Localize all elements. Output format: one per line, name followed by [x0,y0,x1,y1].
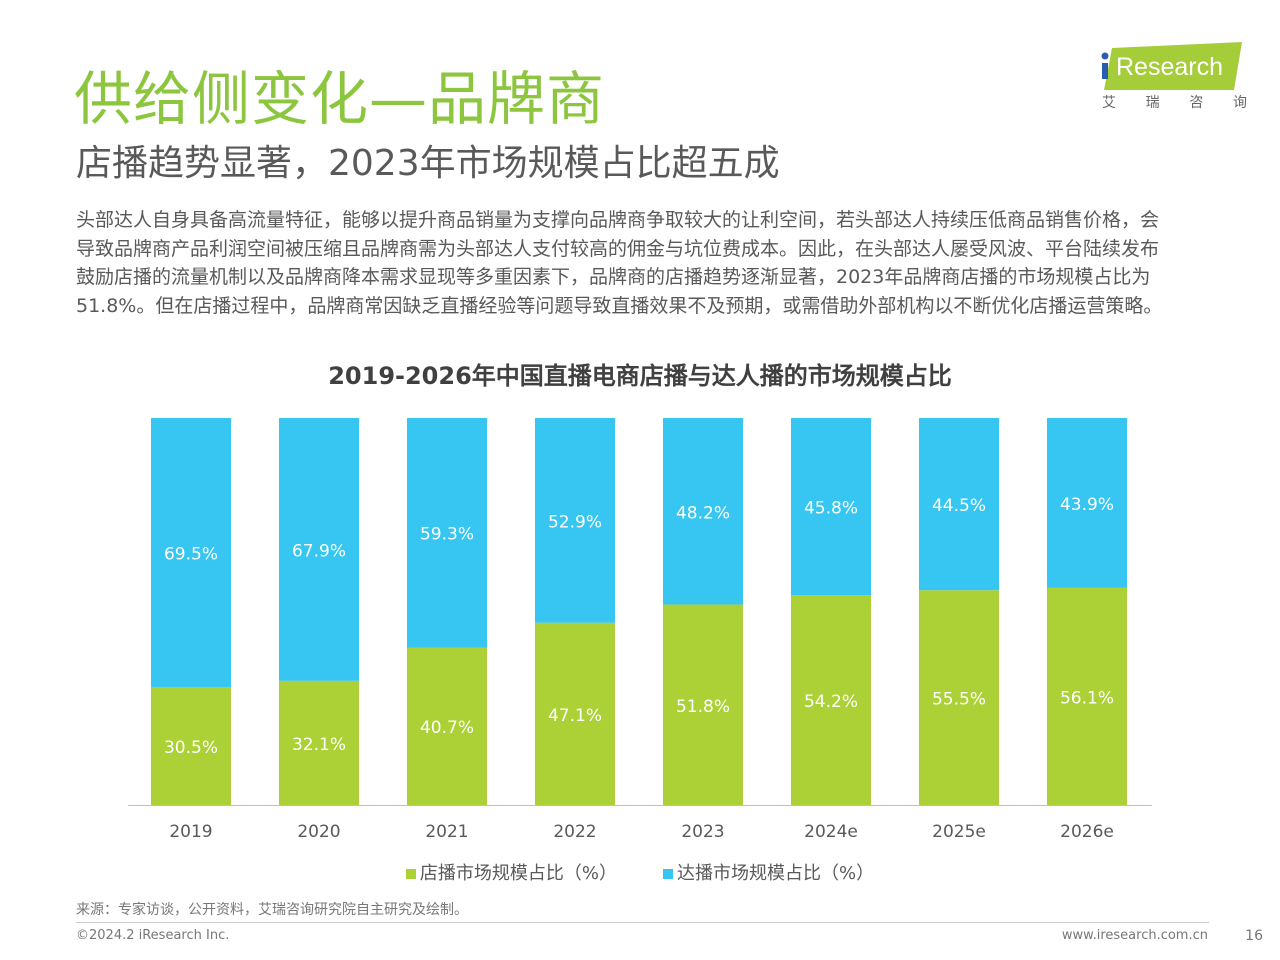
paragraph-line: 鼓励店播的流量机制以及品牌商降本需求显现等多重因素下，品牌商的店播趋势逐渐显著，… [76,266,1151,288]
copyright: ©2024.2 iResearch Inc. [76,928,230,943]
paragraph-line: 导致品牌商产品利润空间被压缩且品牌商需为头部达人支付较高的佣金与坑位费成本。因此… [76,237,1160,260]
page-number: 16 [1245,928,1263,944]
chart-legend: 店播市场规模占比（%） 达播市场规模占比（%） [0,859,1280,885]
bar-segment [919,418,999,591]
bar-segment [1047,587,1127,805]
svg-text:Research: Research [1116,53,1223,81]
data-label: 30.5% [164,738,218,758]
data-label: 69.5% [164,544,218,564]
legend-item-store-live: 店播市场规模占比（%） [405,859,617,885]
page-subtitle: 店播趋势显著，2023年市场规模占比超五成 [76,143,780,184]
data-label: 44.5% [932,496,986,516]
bar-segment [535,418,615,623]
logo-char: 咨 [1189,95,1204,111]
body-paragraph: 头部达人自身具备高流量特征，能够以提升商品销量为支撑向品牌商争取较大的让利空间，… [76,206,1211,320]
x-tick-label: 2026e [1060,822,1114,842]
bar-segment [1047,418,1127,588]
source-note: 来源：专家访谈，公开资料，艾瑞咨询研究院自主研究及绘制。 [76,902,468,918]
logo-char: 瑞 [1145,95,1160,111]
bar-segment [919,590,999,805]
website-link[interactable]: www.iresearch.com.cn [1061,928,1208,943]
data-label: 55.5% [932,690,986,710]
data-label: 32.1% [292,735,346,755]
data-label: 45.8% [804,499,858,519]
footer-divider [76,922,1209,923]
x-tick-label: 2021 [425,822,468,842]
data-label: 56.1% [1060,688,1114,708]
bar-segment [151,686,231,805]
bar-segment [663,418,743,605]
legend-swatch [663,869,673,879]
data-label: 67.9% [292,541,346,561]
legend-label: 店播市场规模占比（%） [419,863,617,884]
x-tick-label: 2023 [681,822,724,842]
legend-swatch [405,869,416,879]
data-label: 52.9% [548,512,602,532]
bar-segment [407,647,487,805]
legend-label: 达播市场规模占比（%） [677,863,875,884]
legend-item-influencer-live: 达播市场规模占比（%） [663,859,874,885]
data-label: 51.8% [676,697,730,717]
bar-segment [279,680,359,805]
paragraph-line: 头部达人自身具备高流量特征，能够以提升商品销量为支撑向品牌商争取较大的让利空间，… [76,209,1160,231]
x-tick-label: 2025e [932,822,986,842]
bar-segment [407,418,487,648]
logo-char: 询 [1232,95,1247,111]
data-label: 54.2% [804,692,858,712]
bar-segment [791,418,871,596]
bar-segment [663,604,743,805]
bar-segment [791,595,871,805]
bar-segment [151,418,231,687]
data-label: 40.7% [420,718,474,738]
logo-chinese-name: 艾 瑞 咨 询 [1102,92,1247,112]
x-tick-label: 2022 [553,822,596,842]
iresearch-logo: Research [1101,42,1242,90]
page-title: 供给侧变化—品牌商 [74,65,606,133]
bar-segment [535,622,615,805]
data-label: 43.9% [1060,495,1114,515]
x-tick-label: 2020 [297,822,340,842]
logo-char: 艾 [1102,95,1116,111]
x-tick-label: 2024e [804,822,858,842]
data-label: 59.3% [420,525,474,545]
x-tick-label: 2019 [169,822,212,842]
paragraph-line: 51.8%。但在店播过程中，品牌商常因缺乏直播经验等问题导致直播效果不及预期，或… [76,294,1163,317]
data-label: 48.2% [676,503,730,523]
data-label: 47.1% [548,706,602,726]
bar-segment [279,418,359,681]
stacked-bar-chart: 30.5% 69.5% 2019 32.1% 67.9% 2020 40.7% 59.3% 20… [128,418,1152,842]
chart-title: 2019-2026年中国直播电商店播与达人播的市场规模占比 [328,362,952,390]
